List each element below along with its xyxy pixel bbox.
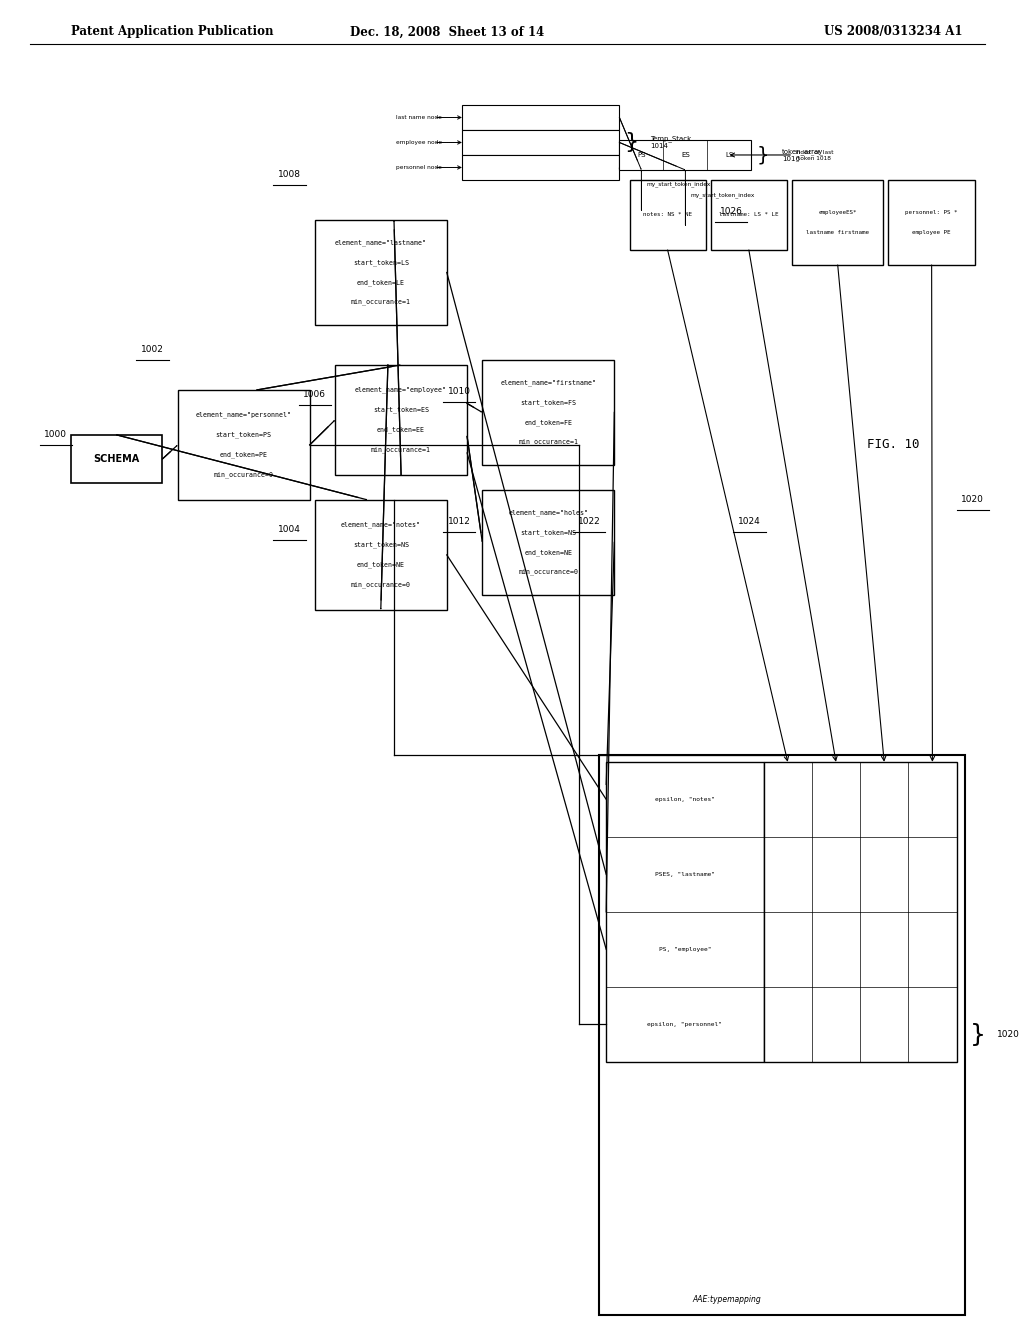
Text: 1024: 1024	[738, 517, 761, 525]
Text: min_occurance=1: min_occurance=1	[371, 446, 431, 453]
Text: element_name="employee": element_name="employee"	[355, 387, 447, 393]
Text: Temp_Stack
1014: Temp_Stack 1014	[650, 136, 691, 149]
Text: end_token=PE: end_token=PE	[220, 451, 267, 458]
Text: min_occurance=0: min_occurance=0	[351, 582, 411, 589]
Text: employee node-------: employee node-------	[396, 140, 457, 145]
Bar	[462, 154, 620, 180]
Text: FIG. 10: FIG. 10	[867, 438, 920, 451]
Text: personnel: PS *: personnel: PS *	[905, 210, 957, 215]
Text: US 2008/0313234 A1: US 2008/0313234 A1	[824, 25, 963, 38]
Text: employeeES*: employeeES*	[818, 210, 857, 215]
Text: epsilon, "personnel": epsilon, "personnel"	[647, 1022, 722, 1027]
Bar	[711, 180, 786, 249]
Bar	[630, 180, 706, 249]
Text: LS: LS	[725, 152, 733, 158]
Text: end_token=NE: end_token=NE	[524, 549, 572, 556]
Text: 1022: 1022	[578, 517, 600, 525]
Text: my_start_token_index: my_start_token_index	[646, 181, 711, 187]
Text: Dec. 18, 2008  Sheet 13 of 14: Dec. 18, 2008 Sheet 13 of 14	[349, 25, 544, 38]
Bar	[606, 762, 764, 1061]
Text: 1006: 1006	[303, 389, 327, 399]
Text: PS: PS	[637, 152, 646, 158]
Text: 1008: 1008	[278, 170, 301, 180]
Text: element_name="holes": element_name="holes"	[508, 510, 589, 516]
Bar	[314, 500, 446, 610]
Text: 1000: 1000	[44, 430, 68, 440]
Text: PSES, "lastname": PSES, "lastname"	[655, 871, 715, 876]
Text: ES: ES	[681, 152, 690, 158]
Text: start_token=ES: start_token=ES	[373, 407, 429, 413]
Bar	[462, 106, 620, 129]
Text: element_name="lastname": element_name="lastname"	[335, 240, 427, 247]
Text: }: }	[625, 132, 639, 153]
Text: lastname firstname: lastname firstname	[806, 230, 869, 235]
Bar	[889, 180, 975, 265]
Text: end_token=NE: end_token=NE	[356, 561, 404, 568]
Bar	[599, 755, 965, 1315]
Text: lastname: LS * LE: lastname: LS * LE	[719, 213, 778, 218]
Text: start_token=NS: start_token=NS	[520, 529, 577, 536]
Text: end_token=LE: end_token=LE	[356, 279, 404, 285]
Text: start_token=LS: start_token=LS	[353, 259, 409, 265]
Text: element_name="notes": element_name="notes"	[341, 521, 421, 528]
Text: 1012: 1012	[447, 517, 470, 525]
Text: 1020: 1020	[997, 1031, 1020, 1039]
Text: element_name="personnel": element_name="personnel"	[196, 412, 292, 418]
Bar	[620, 140, 752, 170]
Text: SCHEMA: SCHEMA	[93, 454, 140, 463]
Text: PS, "employee": PS, "employee"	[658, 946, 711, 952]
Bar	[335, 364, 467, 475]
Bar	[314, 220, 446, 325]
Text: min_occurance=0: min_occurance=0	[214, 471, 273, 478]
Text: 1002: 1002	[141, 345, 164, 354]
Bar	[482, 360, 614, 465]
Bar	[71, 434, 163, 483]
Text: end_token=FE: end_token=FE	[524, 418, 572, 425]
Bar	[764, 762, 956, 1061]
Text: 1010: 1010	[447, 387, 470, 396]
Bar	[178, 389, 309, 500]
Text: end_token=EE: end_token=EE	[377, 426, 425, 433]
Text: start_token=FS: start_token=FS	[520, 399, 577, 407]
Bar	[462, 129, 620, 154]
Text: notes: NS * NE: notes: NS * NE	[643, 213, 692, 218]
Text: start_token=PS: start_token=PS	[216, 432, 271, 438]
Text: personnel node-------: personnel node-------	[396, 165, 457, 170]
Text: employee PE: employee PE	[912, 230, 951, 235]
Text: min_occurance=1: min_occurance=1	[518, 438, 579, 445]
Text: Patent Application Publication: Patent Application Publication	[71, 25, 273, 38]
Text: start_token=NS: start_token=NS	[353, 541, 409, 548]
Text: element_name="firstname": element_name="firstname"	[501, 380, 596, 387]
Text: token_array
1016: token_array 1016	[782, 148, 823, 162]
Text: }: }	[757, 145, 769, 165]
Text: index_of_last
_token 1018: index_of_last _token 1018	[796, 149, 834, 161]
Text: min_occurance=0: min_occurance=0	[518, 569, 579, 576]
Text: }: }	[970, 1023, 986, 1047]
Text: 1004: 1004	[278, 525, 301, 533]
Text: last name node-------: last name node-------	[396, 115, 457, 120]
Bar	[482, 490, 614, 595]
Text: my_start_token_index: my_start_token_index	[690, 193, 755, 198]
Bar	[792, 180, 884, 265]
Text: 1026: 1026	[720, 207, 742, 216]
Text: epsilon, "notes": epsilon, "notes"	[655, 797, 715, 801]
Text: min_occurance=1: min_occurance=1	[351, 298, 411, 305]
Text: AAE:typemapping: AAE:typemapping	[692, 1295, 762, 1304]
Text: 1020: 1020	[962, 495, 984, 504]
